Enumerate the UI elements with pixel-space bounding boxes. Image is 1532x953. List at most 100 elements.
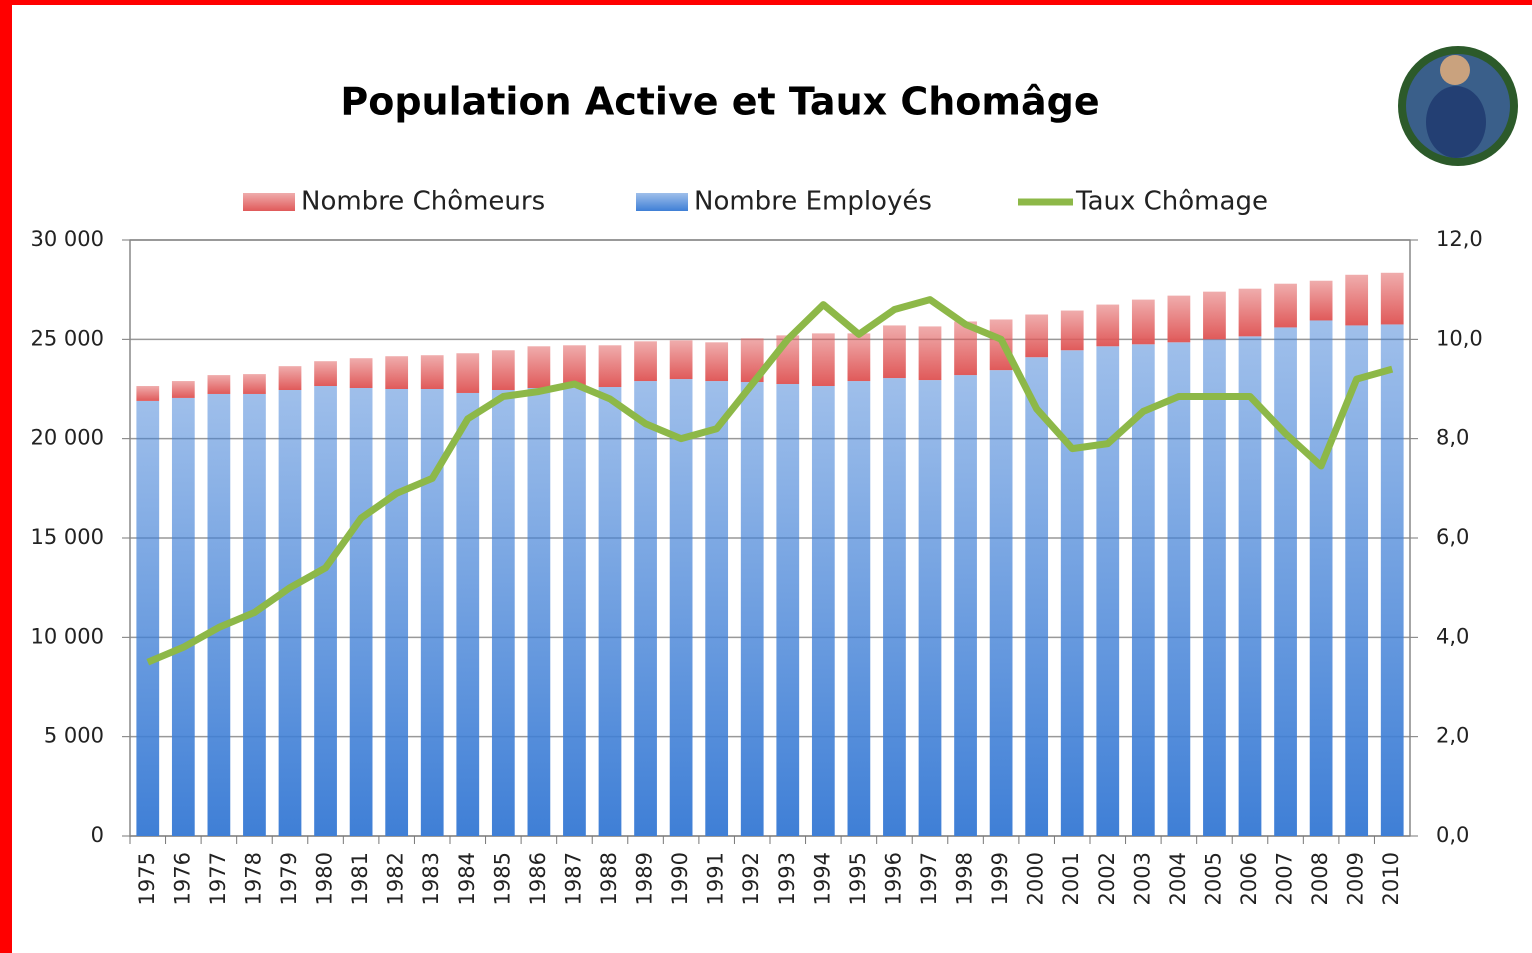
bar — [171, 397, 195, 836]
x-tick-label: 1991 — [704, 852, 728, 905]
bar — [1131, 344, 1155, 836]
y2-tick-label: 6,0 — [1436, 525, 1469, 549]
x-tick-label: 2003 — [1130, 852, 1154, 905]
y-tick-label: 15 000 — [31, 525, 104, 549]
bar — [989, 370, 1013, 836]
bar — [243, 374, 266, 394]
x-tick-label: 2006 — [1237, 852, 1261, 905]
bar — [1167, 342, 1191, 836]
frame-left — [0, 0, 12, 953]
bar — [598, 387, 622, 836]
legend-label: Taux Chômage — [1075, 187, 1268, 217]
bar — [1203, 291, 1226, 340]
x-tick-label: 1988 — [597, 852, 621, 905]
rate-line — [146, 296, 1394, 666]
bar — [563, 386, 586, 836]
bar — [811, 386, 835, 836]
bar — [1025, 314, 1049, 358]
legend-swatch — [636, 193, 688, 211]
bar — [1238, 288, 1262, 337]
x-tick-label: 2010 — [1379, 852, 1403, 905]
bar — [669, 379, 693, 836]
bar — [1167, 295, 1191, 343]
bar — [527, 388, 551, 836]
bar — [740, 382, 764, 836]
x-tick-label: 1978 — [241, 852, 265, 905]
bar — [847, 333, 871, 382]
y-tick-label: 30 000 — [31, 227, 104, 251]
x-tick-label: 2009 — [1344, 852, 1368, 905]
x-tick-label: 1976 — [170, 852, 194, 905]
x-tick-label: 1986 — [526, 852, 550, 905]
bar — [420, 355, 444, 389]
y-tick-label: 5 000 — [44, 724, 104, 748]
bar — [349, 358, 373, 389]
legend-swatch — [243, 193, 295, 211]
x-tick-label: 1995 — [846, 852, 870, 905]
x-tick-label: 2001 — [1059, 852, 1083, 905]
bar — [1060, 350, 1084, 836]
bar — [385, 389, 409, 836]
x-tick-label: 1996 — [881, 852, 905, 905]
bar — [705, 342, 729, 382]
bar — [420, 389, 444, 836]
y2-tick-label: 0,0 — [1436, 823, 1469, 847]
x-tick-label: 1985 — [490, 852, 514, 905]
bar — [1096, 304, 1120, 347]
bar — [1203, 339, 1226, 836]
x-tick-label: 1977 — [206, 852, 230, 905]
x-tick-label: 1989 — [633, 852, 657, 905]
x-tick-label: 1999 — [988, 852, 1012, 905]
bar — [278, 366, 302, 390]
x-tick-label: 1987 — [561, 852, 585, 905]
bar — [491, 350, 515, 390]
bar — [1309, 280, 1333, 321]
x-tick-label: 1980 — [313, 852, 337, 905]
bar — [1274, 327, 1297, 836]
x-tick-label: 1982 — [384, 852, 408, 905]
bar — [954, 321, 977, 376]
y2-tick-label: 10,0 — [1436, 326, 1483, 350]
frame-top — [0, 0, 1532, 5]
x-tick-label: 1979 — [277, 852, 301, 905]
bar — [207, 393, 231, 836]
bar — [1345, 325, 1369, 836]
bar — [811, 333, 835, 387]
bar — [669, 340, 693, 380]
bar — [278, 389, 302, 836]
y-tick-label: 20 000 — [31, 426, 104, 450]
bar — [1380, 272, 1404, 325]
x-tick-label: 1975 — [135, 852, 159, 905]
bar — [776, 384, 800, 836]
bar — [171, 381, 195, 398]
bar — [634, 341, 657, 382]
y-tick-label: 25 000 — [31, 326, 104, 350]
bar — [136, 400, 160, 836]
logo — [1398, 46, 1518, 166]
x-tick-label: 2002 — [1095, 852, 1119, 905]
bar — [136, 386, 160, 401]
y2-tick-label: 4,0 — [1436, 624, 1469, 648]
bar — [314, 361, 337, 387]
y2-tick-label: 2,0 — [1436, 724, 1469, 748]
chart-title: Population Active et Taux Chomâge — [340, 80, 1099, 124]
x-tick-label: 1997 — [917, 852, 941, 905]
bar — [705, 381, 729, 836]
y2-tick-label: 8,0 — [1436, 426, 1469, 450]
x-tick-label: 1998 — [953, 852, 977, 905]
legend-label: Nombre Employés — [694, 187, 932, 217]
legend-label: Nombre Chômeurs — [301, 187, 545, 217]
bar — [1025, 357, 1049, 836]
bar — [456, 392, 480, 836]
x-tick-label: 1984 — [455, 852, 479, 905]
x-tick-label: 2000 — [1024, 852, 1048, 905]
bar — [918, 380, 942, 836]
bar — [1096, 346, 1120, 836]
y2-tick-label: 12,0 — [1436, 227, 1483, 251]
bar — [1345, 274, 1369, 326]
bar — [883, 378, 906, 836]
x-tick-label: 2004 — [1166, 852, 1190, 905]
bar — [456, 353, 480, 393]
y-tick-label: 0 — [91, 823, 104, 847]
